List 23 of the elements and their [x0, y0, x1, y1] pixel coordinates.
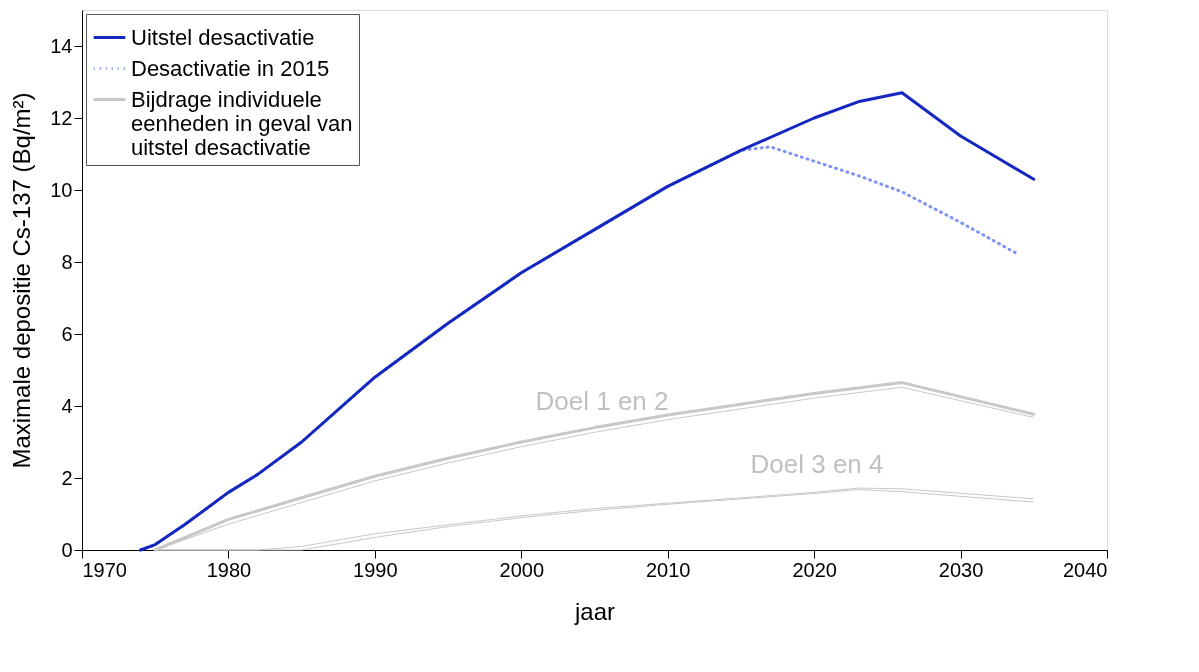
y-tick-label: 12 — [50, 106, 73, 129]
x-tick-label: 2030 — [938, 558, 984, 581]
x-tick-label: 2010 — [645, 558, 691, 581]
y-tick-label: 2 — [61, 466, 73, 489]
legend-label: Desactivatie in 2015 — [131, 55, 330, 81]
x-axis-title: jaar — [573, 597, 616, 625]
y-tick-label: 8 — [61, 250, 73, 273]
y-axis-title: Maximale depositie Cs-137 (Bq/m²) — [8, 92, 36, 469]
x-tick-label: 1970 — [82, 558, 127, 581]
annotation: Doel 1 en 2 — [535, 386, 669, 416]
x-tick-label: 2020 — [792, 558, 837, 581]
x-tick-label: 2040 — [1063, 558, 1108, 581]
x-tick-label: 1980 — [206, 558, 252, 581]
y-tick-label: 10 — [50, 178, 73, 201]
y-tick-label: 4 — [61, 394, 73, 417]
y-tick-label: 0 — [61, 538, 73, 561]
legend-label: Uitstel desactivatie — [131, 24, 315, 50]
x-tick-label: 1990 — [353, 558, 398, 581]
annotation: Doel 3 en 4 — [750, 449, 884, 479]
y-tick-label: 14 — [50, 34, 73, 57]
x-tick-label: 2000 — [499, 558, 545, 581]
legend-label: Bijdrage individuele eenheden in geval van uitstel desactivatie — [131, 86, 353, 160]
y-tick-label: 6 — [61, 322, 73, 345]
